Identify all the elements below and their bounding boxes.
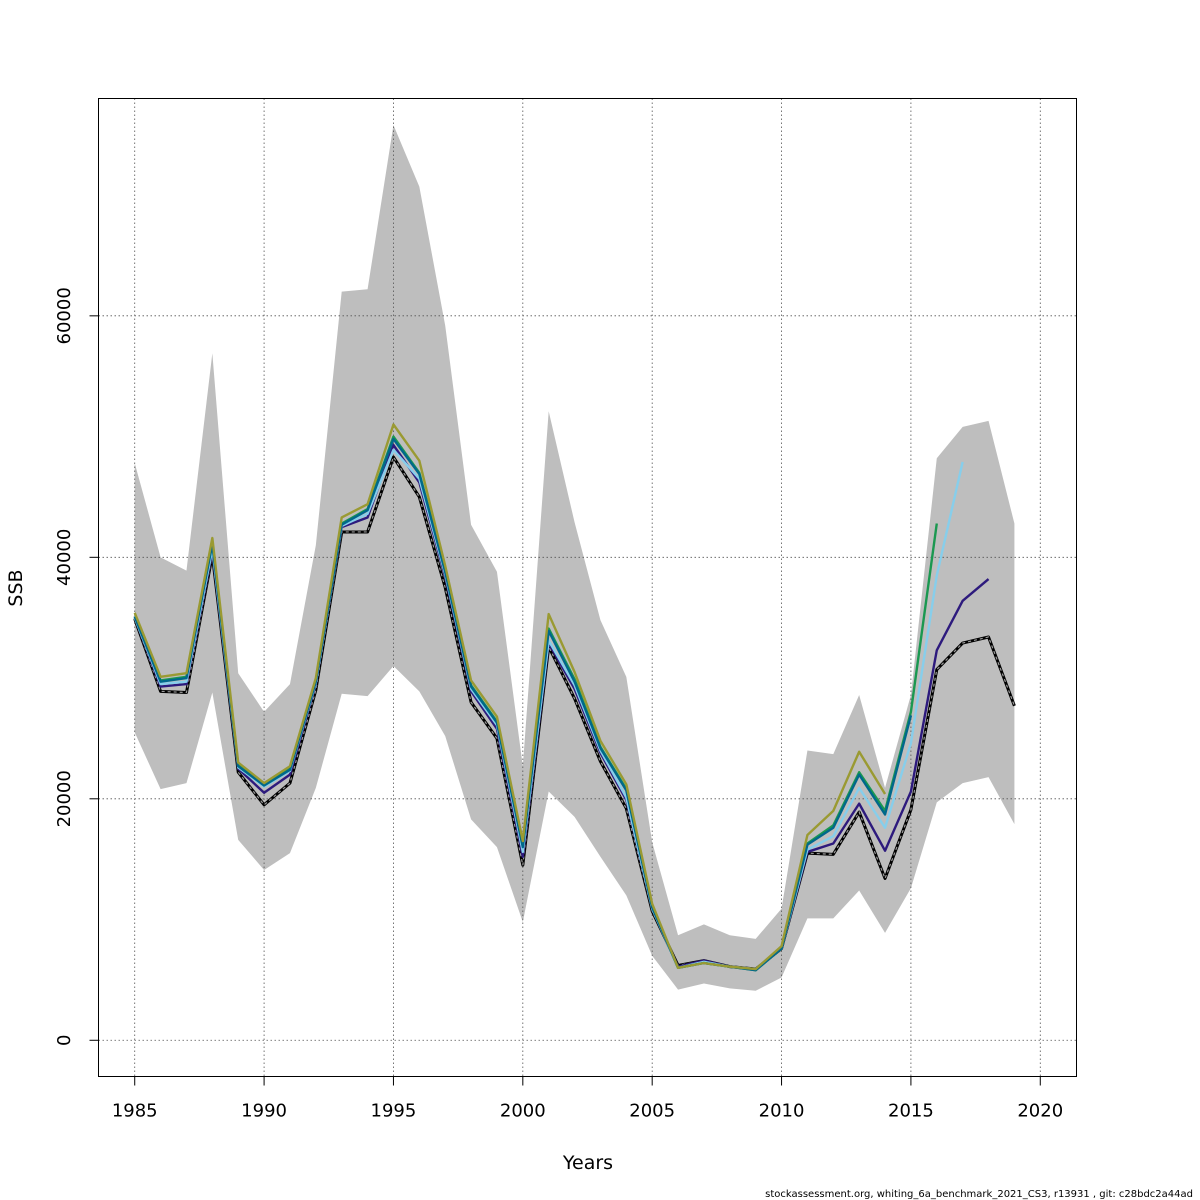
series-line-dash [134,455,1015,970]
y-tick-label: 40000 [54,529,75,586]
x-tick-label: 2005 [629,1101,675,1122]
y-tick-label: 60000 [54,287,75,344]
x-tick-label: 2000 [500,1101,546,1122]
series-line-5 [133,437,913,972]
confidence-band-layer [134,125,1015,991]
x-tick-label: 2010 [759,1101,805,1122]
plot-frame [98,98,1077,1077]
x-tick-label: 1995 [371,1101,417,1122]
series-line-6 [133,423,887,971]
x-tick-label: 1990 [241,1101,287,1122]
x-axis: 1985 1990 1995 2000 2005 2010 2015 2020 [112,1076,1063,1122]
y-axis: 0 20000 40000 60000 [54,287,99,1046]
x-tick-label: 2020 [1017,1101,1063,1122]
footer-note: stockassessment.org, whiting_6a_benchmar… [765,1189,1193,1200]
series-line-2 [133,443,990,971]
y-axis-title: SSB [5,569,27,606]
confidence-band [134,125,1015,991]
series-layer [133,423,1016,972]
x-tick-label: 1985 [112,1101,158,1122]
y-tick-label: 20000 [54,770,75,827]
grid-layer [98,98,1077,1077]
x-tick-label: 2015 [888,1101,934,1122]
x-axis-title: Years [562,1152,613,1174]
y-tick-label: 0 [54,1035,75,1046]
